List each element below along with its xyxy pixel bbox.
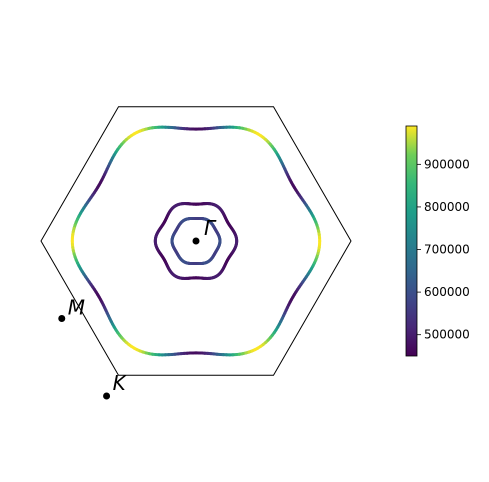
point-label-2: K — [113, 371, 128, 395]
point-label-1: M — [68, 296, 85, 320]
colorbar-gradient — [405, 125, 418, 357]
colorbar-tick-label: 800000 — [424, 200, 470, 214]
fermi-contour-1 — [170, 216, 222, 266]
point-marker-2 — [103, 392, 111, 400]
colorbar-tick-label: 700000 — [424, 243, 470, 257]
point-label-0: Γ — [204, 216, 217, 240]
brillouin-zone-boundary — [40, 106, 352, 376]
point-marker-0 — [192, 237, 200, 245]
fermi-contour-2 — [153, 202, 239, 280]
colorbar-tick-label: 500000 — [424, 328, 470, 342]
plot-area: Γ M K — [40, 106, 352, 400]
colorbar-tick-label: 600000 — [424, 285, 470, 299]
colorbar: 500000 600000 700000 800000 900000 — [405, 125, 470, 357]
fermi-contour-3 — [70, 125, 322, 357]
point-marker-1 — [58, 315, 66, 322]
colorbar-tick-label: 900000 — [424, 157, 470, 171]
